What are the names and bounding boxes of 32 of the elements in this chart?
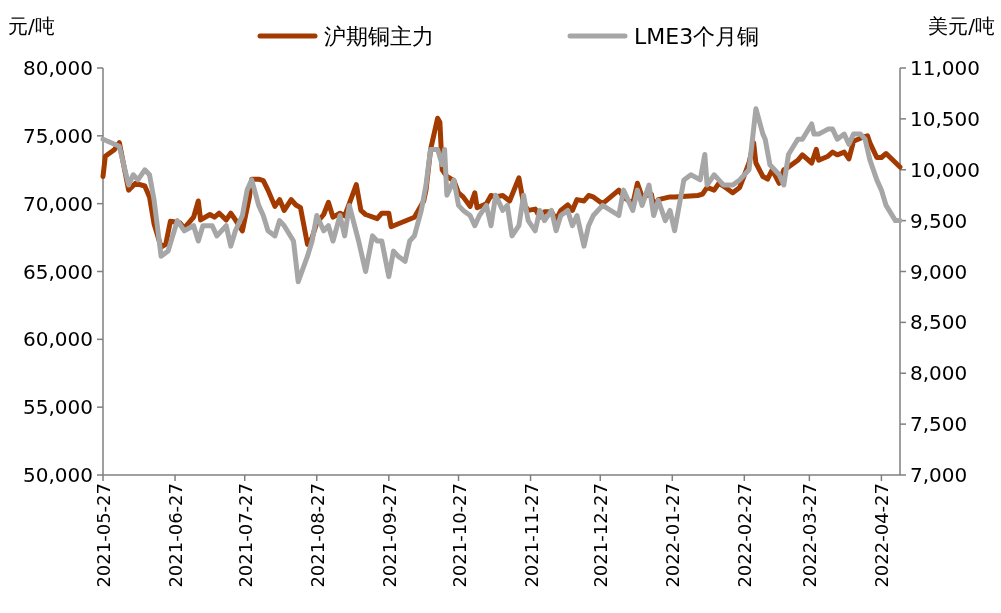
x-tick-label: 2022-02-27: [734, 483, 756, 588]
legend-label: 沪期铜主力: [324, 24, 434, 49]
y2-axis-title: 美元/吨: [928, 14, 995, 38]
x-tick-label: 2022-04-27: [871, 483, 893, 588]
y2-tick-label: 9,000: [910, 259, 968, 284]
x-tick-label: 2021-05-27: [93, 483, 114, 588]
y-tick-label: 80,000: [23, 56, 93, 80]
x-tick-label: 2021-09-27: [378, 483, 400, 588]
x-tick-label: 2021-08-27: [306, 483, 328, 588]
y2-tick-label: 10,000: [910, 157, 980, 182]
y-tick-label: 55,000: [23, 395, 93, 420]
y2-tick-label: 7,500: [910, 412, 968, 437]
y-tick-label: 50,000: [23, 463, 93, 487]
y-tick-label: 60,000: [23, 327, 93, 352]
y2-tick-label: 8,000: [910, 361, 968, 386]
y-tick-label: 65,000: [23, 259, 93, 284]
x-tick-label: 2022-01-27: [662, 483, 684, 588]
y2-tick-label: 9,500: [910, 208, 968, 233]
legend-label: LME3个月铜: [634, 24, 760, 49]
y2-tick-label: 11,000: [910, 56, 980, 80]
y2-tick-label: 10,500: [910, 106, 980, 131]
x-tick-label: 2021-06-27: [165, 483, 187, 588]
y-tick-label: 75,000: [23, 123, 93, 148]
x-tick-label: 2021-07-27: [234, 483, 256, 588]
x-tick-label: 2021-10-27: [448, 483, 470, 588]
x-tick-label: 2021-12-27: [590, 483, 612, 588]
x-tick-label: 2022-03-27: [799, 483, 821, 588]
y2-tick-label: 8,500: [910, 310, 968, 335]
y2-tick-label: 7,000: [910, 463, 968, 487]
x-tick-label: 2021-11-27: [520, 483, 542, 588]
y-axis-title: 元/吨: [8, 14, 55, 38]
y-tick-label: 70,000: [23, 191, 93, 216]
